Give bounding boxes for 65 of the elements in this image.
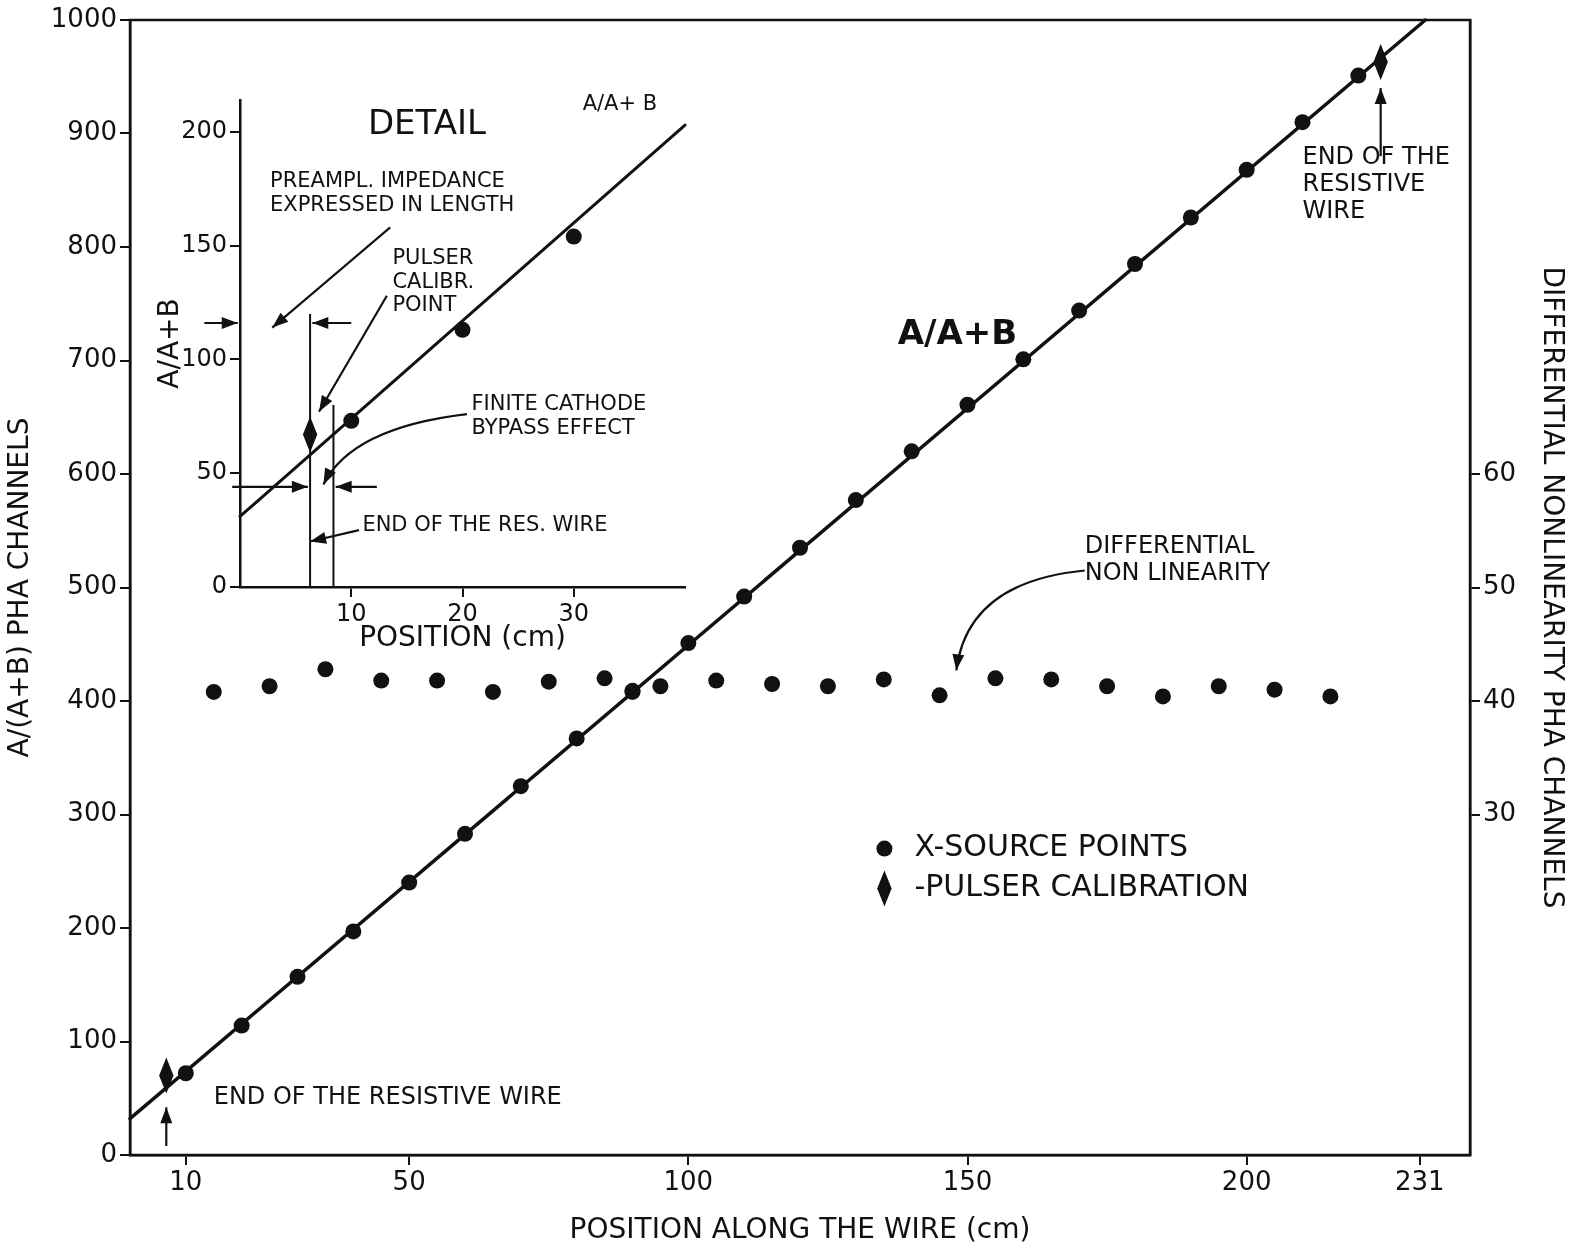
y-tick-label: 500 bbox=[67, 570, 117, 601]
y2-tick-label: 50 bbox=[1483, 570, 1517, 601]
point bbox=[736, 588, 753, 605]
y-tick-label: 200 bbox=[67, 910, 117, 941]
annotation: FINITE CATHODE BYPASS EFFECT bbox=[471, 391, 647, 439]
legend-label: -PULSER CALIBRATION bbox=[914, 868, 1250, 904]
y-tick-label: 200 bbox=[181, 116, 227, 145]
point bbox=[233, 1017, 250, 1034]
annotation: END OF THE RESISTIVE WIRE bbox=[213, 1082, 562, 1111]
point bbox=[1238, 161, 1255, 178]
x-tick-label: 10 bbox=[169, 1166, 203, 1197]
point bbox=[565, 228, 582, 245]
point bbox=[289, 968, 306, 985]
y2-axis-title: DIFFERENTIAL NONLINEARITY PHA CHANNELS bbox=[1536, 266, 1570, 909]
y-tick-label: 150 bbox=[181, 229, 227, 258]
x-tick-label: 50 bbox=[392, 1166, 426, 1197]
x-axis-title: POSITION ALONG THE WIRE (cm) bbox=[569, 1212, 1031, 1246]
point bbox=[454, 321, 471, 338]
point bbox=[1015, 351, 1032, 368]
annotation: END OF THE RESISTIVE WIRE bbox=[1302, 141, 1450, 224]
y-tick-label: 50 bbox=[196, 457, 227, 486]
point bbox=[792, 539, 808, 556]
point bbox=[1350, 67, 1367, 84]
chart-title: DETAIL bbox=[367, 101, 486, 142]
point bbox=[177, 1065, 194, 1082]
point bbox=[1182, 209, 1199, 226]
y-tick-label: 900 bbox=[67, 116, 117, 147]
point bbox=[1127, 256, 1143, 273]
point bbox=[401, 874, 418, 891]
x-tick-label: 150 bbox=[942, 1166, 993, 1197]
point bbox=[345, 923, 362, 940]
point bbox=[847, 492, 864, 509]
x-tick-label: 100 bbox=[663, 1166, 714, 1197]
y-tick-label: 100 bbox=[67, 1024, 117, 1055]
point bbox=[512, 778, 529, 795]
point bbox=[680, 635, 697, 652]
annotation: PULSER CALIBR. POINT bbox=[392, 244, 475, 317]
y-axis-title: A/(A+B) PHA CHANNELS bbox=[2, 417, 36, 758]
annotation: A/A+ B bbox=[582, 91, 658, 115]
annotation: DIFFERENTIAL NON LINEARITY bbox=[1084, 531, 1271, 586]
y2-tick-label: 40 bbox=[1483, 683, 1517, 714]
point bbox=[568, 730, 585, 747]
annotation: PREAMPL. IMPEDANCE EXPRESSED IN LENGTH bbox=[270, 168, 515, 216]
point bbox=[343, 412, 360, 429]
y-tick-label: 700 bbox=[67, 343, 117, 374]
point bbox=[1071, 302, 1088, 319]
y-tick-label: 600 bbox=[67, 456, 117, 487]
y-tick-label: 0 bbox=[100, 1137, 117, 1168]
y-tick-label: 300 bbox=[67, 797, 117, 828]
y-tick-label: 0 bbox=[211, 571, 227, 600]
annotation: A/A+B bbox=[897, 312, 1018, 353]
y-tick-label: 1000 bbox=[50, 2, 117, 33]
legend-label: X-SOURCE POINTS bbox=[914, 828, 1189, 864]
x-tick-label: 231 bbox=[1394, 1166, 1445, 1197]
x-tick-label: 200 bbox=[1221, 1166, 1272, 1197]
y-tick-label: 100 bbox=[181, 343, 227, 372]
y2-tick-label: 60 bbox=[1483, 456, 1517, 487]
annotation: END OF THE RES. WIRE bbox=[362, 512, 608, 537]
point bbox=[457, 825, 473, 842]
point bbox=[959, 396, 976, 413]
point bbox=[1294, 114, 1311, 131]
y-tick-label: 800 bbox=[67, 229, 117, 260]
y-tick-label: 400 bbox=[67, 683, 117, 714]
point bbox=[903, 443, 920, 460]
y2-tick-label: 30 bbox=[1483, 797, 1517, 828]
